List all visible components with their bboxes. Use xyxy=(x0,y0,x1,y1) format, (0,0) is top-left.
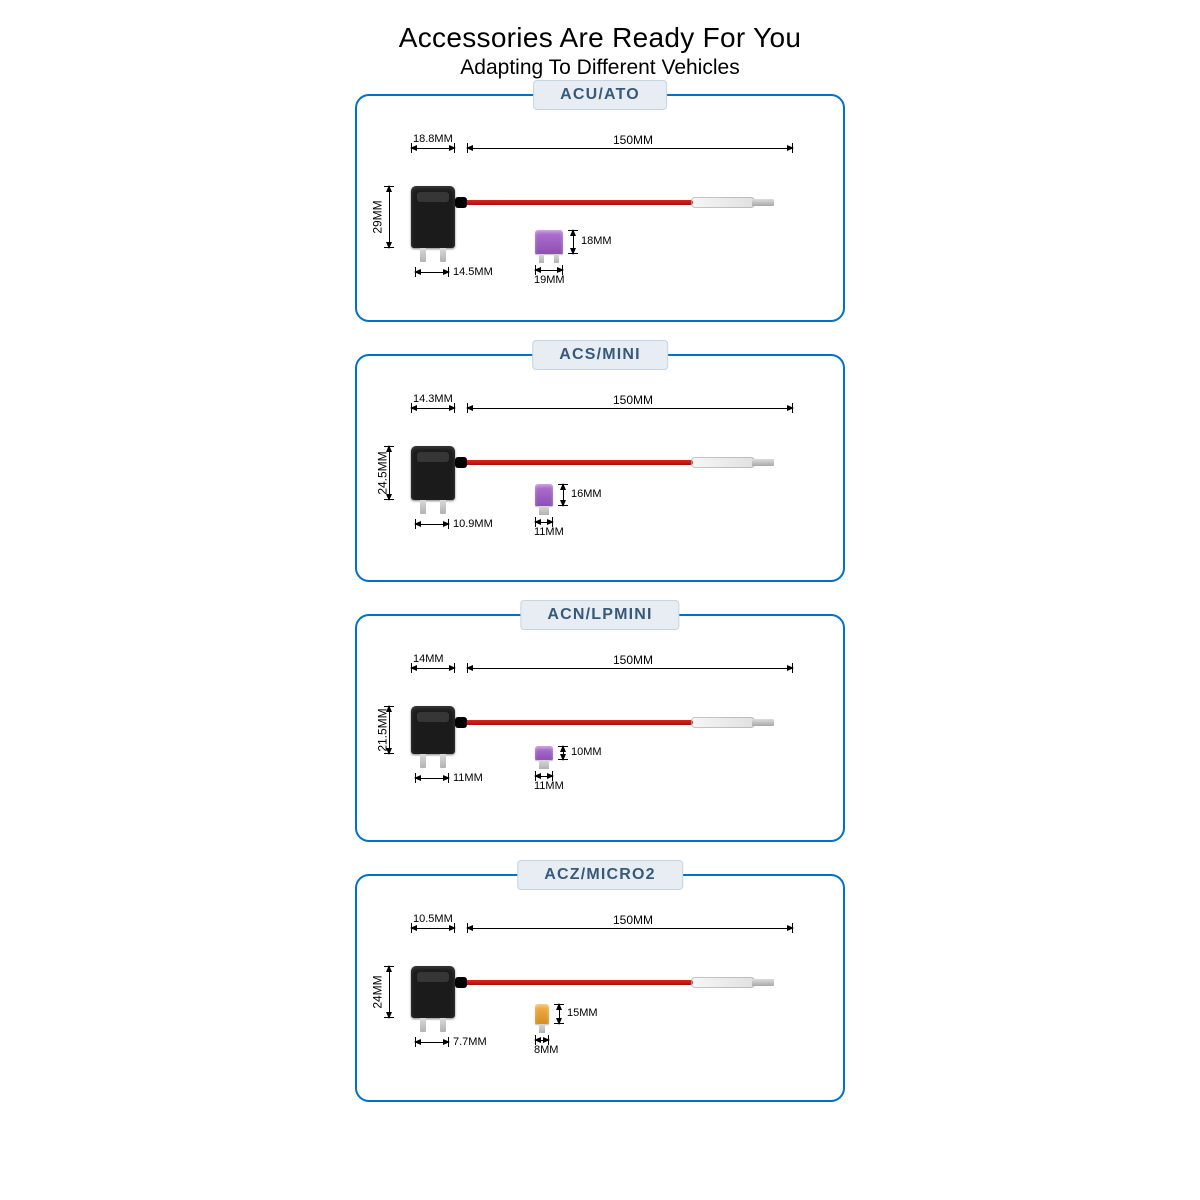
dim-total-length-label: 150MM xyxy=(613,393,653,407)
page-title: Accessories Are Ready For You xyxy=(399,22,801,54)
panel-tag: ACZ/MICRO2 xyxy=(517,860,683,890)
dim-fuse-width-label: 8MM xyxy=(534,1044,558,1056)
wire-terminal xyxy=(691,717,755,728)
panel-tag: ACN/LPMINI xyxy=(520,600,679,630)
fuse xyxy=(535,230,563,254)
dim-total-length-label: 150MM xyxy=(613,653,653,667)
dim-fuse-height-label: 10MM xyxy=(571,746,602,758)
dim-tap-top-label: 14MM xyxy=(413,653,444,665)
dim-tap-height-label: 29MM xyxy=(371,200,385,233)
dim-total-length-label: 150MM xyxy=(613,913,653,927)
dim-fuse-width xyxy=(535,270,563,271)
dim-tap-top xyxy=(411,928,455,929)
dim-fuse-width xyxy=(535,522,553,523)
dim-fuse-height-label: 18MM xyxy=(581,235,612,247)
dim-prong-span xyxy=(415,1042,449,1043)
dim-tap-top-label: 10.5MM xyxy=(413,913,453,925)
page-subtitle: Adapting To Different Vehicles xyxy=(460,56,739,80)
dim-fuse-height-label: 16MM xyxy=(571,488,602,500)
fuse-tap-body xyxy=(411,706,455,754)
diagram: 150MM 10.5MM 24MM 7.7MM xyxy=(395,914,819,1082)
dim-fuse-width xyxy=(535,776,553,777)
fuse-tap-body xyxy=(411,446,455,500)
panel-acu-ato: ACU/ATO 150MM 18.8MM 29MM xyxy=(355,94,845,322)
dim-tap-top-label: 18.8MM xyxy=(413,133,453,145)
dim-prong-span xyxy=(415,778,449,779)
dim-total-length xyxy=(467,408,793,409)
panel-list: ACU/ATO 150MM 18.8MM 29MM xyxy=(355,94,845,1102)
wire xyxy=(463,200,693,205)
dim-fuse-width-label: 11MM xyxy=(534,526,564,538)
dim-tap-height-label: 24.5MM xyxy=(376,451,390,494)
wire xyxy=(463,720,693,725)
panel-tag: ACU/ATO xyxy=(533,80,667,110)
wire-terminal xyxy=(691,197,755,208)
dim-prong-span-label: 7.7MM xyxy=(453,1036,487,1048)
dim-tap-height xyxy=(389,186,390,248)
dim-fuse-height xyxy=(573,230,574,254)
dim-tap-height-label: 21.5MM xyxy=(376,708,390,751)
wire-terminal xyxy=(691,457,755,468)
dim-total-length xyxy=(467,928,793,929)
dim-total-length xyxy=(467,668,793,669)
dim-prong-span-label: 10.9MM xyxy=(453,518,493,530)
dim-fuse-height xyxy=(559,1004,560,1024)
diagram: 150MM 14MM 21.5MM 11MM xyxy=(395,654,819,822)
panel-acn-lpmini: ACN/LPMINI 150MM 14MM 21.5MM xyxy=(355,614,845,842)
dim-prong-span xyxy=(415,524,449,525)
dim-fuse-width xyxy=(535,1040,549,1041)
panel-acz-micro2: ACZ/MICRO2 150MM 10.5MM 24MM xyxy=(355,874,845,1102)
fuse xyxy=(535,484,553,506)
diagram: 150MM 14.3MM 24.5MM 10.9MM xyxy=(395,394,819,562)
panel-acs-mini: ACS/MINI 150MM 14.3MM 24.5MM xyxy=(355,354,845,582)
dim-tap-top-label: 14.3MM xyxy=(413,393,453,405)
wire-terminal xyxy=(691,977,755,988)
dim-total-length xyxy=(467,148,793,149)
dim-fuse-height xyxy=(563,746,564,760)
diagram: 150MM 18.8MM 29MM 14.5MM xyxy=(395,134,819,302)
dim-tap-top xyxy=(411,668,455,669)
fuse-tap-body xyxy=(411,966,455,1018)
fuse xyxy=(535,1004,549,1024)
fuse-tap-body xyxy=(411,186,455,248)
wire xyxy=(463,460,693,465)
dim-tap-height xyxy=(389,966,390,1018)
dim-fuse-height-label: 15MM xyxy=(567,1007,598,1019)
dim-tap-top xyxy=(411,148,455,149)
dim-tap-top xyxy=(411,408,455,409)
dim-total-length-label: 150MM xyxy=(613,133,653,147)
dim-fuse-width-label: 19MM xyxy=(534,274,565,286)
panel-tag: ACS/MINI xyxy=(532,340,668,370)
dim-prong-span-label: 11MM xyxy=(453,772,483,784)
dim-fuse-width-label: 11MM xyxy=(534,780,564,792)
dim-tap-height-label: 24MM xyxy=(371,975,385,1008)
fuse xyxy=(535,746,553,760)
dim-fuse-height xyxy=(563,484,564,506)
dim-prong-span xyxy=(415,272,449,273)
dim-prong-span-label: 14.5MM xyxy=(453,266,493,278)
wire xyxy=(463,980,693,985)
